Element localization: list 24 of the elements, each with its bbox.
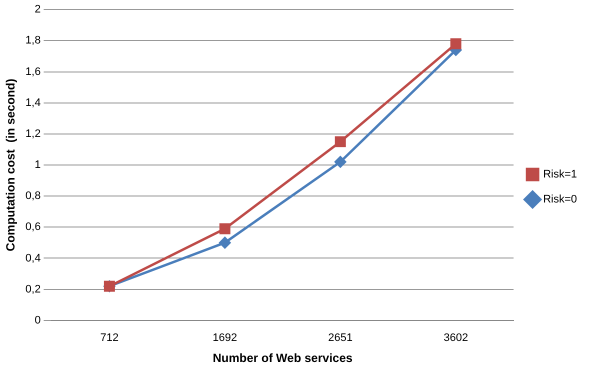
y-tick-label: 1,8 (25, 34, 41, 47)
x-tick-label: 712 (100, 332, 119, 344)
y-tick-label: 1,2 (25, 128, 41, 140)
y-tick-label: 0,4 (25, 252, 41, 264)
x-tick-label: 2651 (328, 332, 353, 344)
y-tick-label: 1 (34, 159, 41, 172)
legend-label: Risk=1 (543, 168, 578, 181)
y-tick-label: 0 (34, 314, 41, 326)
legend-label: Risk=0 (543, 194, 578, 206)
point (334, 136, 346, 148)
y-tick-label: 0,6 (25, 221, 41, 234)
point (219, 236, 231, 248)
point (334, 156, 346, 168)
x-axis-title: Number of Web services (212, 351, 353, 366)
y-axis-title: Computation cost (in second) (4, 78, 18, 252)
y-tick-label: 2 (34, 4, 41, 16)
x-tick-label: 1692 (212, 332, 238, 344)
y-tick-label: 0,2 (25, 283, 41, 296)
point (450, 38, 462, 50)
y-tick-label: 1,6 (25, 66, 41, 78)
y-tick-label: 0,8 (25, 190, 41, 202)
y-tick-label: 1,4 (25, 96, 41, 109)
x-tick-label: 3602 (444, 332, 468, 344)
point (219, 223, 230, 234)
